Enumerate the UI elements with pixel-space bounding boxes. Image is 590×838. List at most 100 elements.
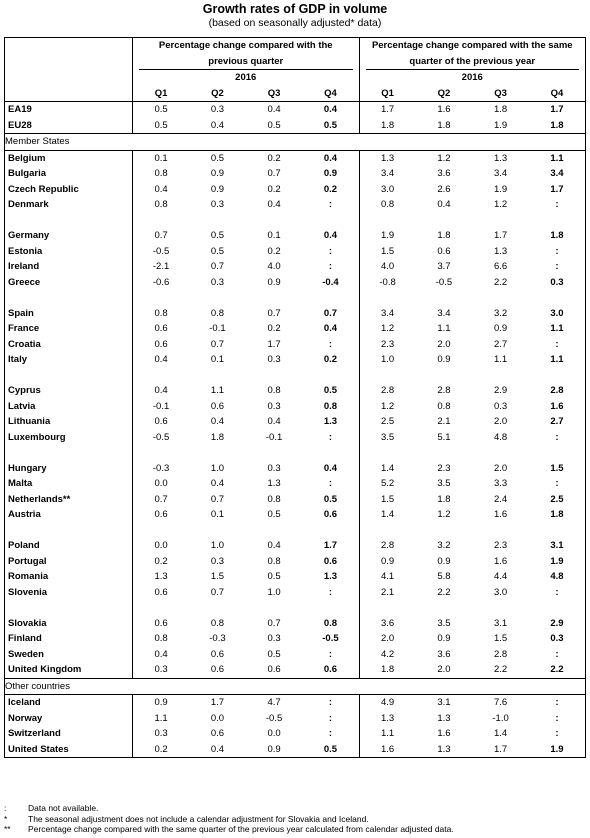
qoq-value-q2: 0.3 xyxy=(210,104,225,115)
yoy-value-q2: 1.6 xyxy=(437,104,451,115)
yoy-value-q1: 1.0 xyxy=(380,354,395,365)
qoq-value-q2: 0.6 xyxy=(210,664,225,675)
qoq-value-q2: 1.5 xyxy=(210,571,225,582)
country-name: Netherlands** xyxy=(4,491,133,507)
yoy-value-q2: 2.8 xyxy=(437,385,451,396)
qoq-value-q1: 0.8 xyxy=(154,307,168,319)
yoy-value-q4: 3.1 xyxy=(550,540,564,551)
qoq-value-q1: 0.3 xyxy=(154,728,168,739)
qoq-value-q2: -0.1 xyxy=(209,323,226,334)
yoy-value-q1: 1.5 xyxy=(380,245,395,257)
gdp-growth-table: Percentage change compared with the prev… xyxy=(4,37,586,758)
country-name: Estonia xyxy=(4,243,133,259)
qoq-value-q4: : xyxy=(302,584,360,600)
table-row: Portugal 0.2 0.3 0.8 0.6 0.9 0.9 1.6 1.9 xyxy=(4,553,586,569)
qoq-value-q1: 0.4 xyxy=(154,648,168,660)
country-name: Romania xyxy=(4,569,133,585)
qoq-value-q1: 0.0 xyxy=(154,540,168,551)
yoy-value-q3: 1.8 xyxy=(493,104,508,115)
qoq-value-q2: 1.0 xyxy=(210,540,225,551)
yoy-value-q2: 1.3 xyxy=(437,712,451,724)
country-name: Slovakia xyxy=(4,615,133,631)
yoy-value-q4: 0.3 xyxy=(550,276,564,288)
qoq-value-q4: 0.5 xyxy=(302,741,360,758)
qoq-value-q1: 1.1 xyxy=(154,712,168,724)
yoy-value-q3: 1.6 xyxy=(493,555,508,567)
yoy-value-q2: 0.9 xyxy=(437,354,451,365)
yoy-value-q2: 1.1 xyxy=(437,323,451,334)
yoy-value-q3: 2.2 xyxy=(493,276,508,288)
yoy-value-q1: 1.8 xyxy=(380,119,395,131)
yoy-value-q2: 0.6 xyxy=(437,245,451,257)
qoq-value-q2: 0.1 xyxy=(210,354,225,365)
qoq-value-q3: 1.0 xyxy=(267,586,281,598)
country-name: Czech Republic xyxy=(4,181,133,197)
qoq-value-q3: 0.3 xyxy=(267,354,281,365)
country-name: Austria xyxy=(4,507,133,523)
yoy-value-q1: 1.2 xyxy=(380,400,395,412)
yoy-value-q1: 2.1 xyxy=(380,586,395,598)
table-row: Slovakia 0.6 0.8 0.7 0.8 3.6 3.5 3.1 2.9 xyxy=(4,615,586,631)
qoq-value-q3: 0.9 xyxy=(267,276,281,288)
footnote: * The seasonal adjustment does not includ… xyxy=(4,814,590,825)
yoy-value-q2: 1.8 xyxy=(437,230,451,241)
country-name: Latvia xyxy=(4,398,133,414)
qoq-value-q4: : xyxy=(302,694,360,711)
yoy-value-q2: 3.5 xyxy=(437,617,451,629)
qoq-value-q4: 0.6 xyxy=(302,507,360,523)
yoy-value-q1: 2.0 xyxy=(380,633,395,644)
yoy-value-q3: -1.0 xyxy=(492,712,509,724)
qoq-value-q4: : xyxy=(302,646,360,662)
header-previous-quarter: Percentage change compared with the prev… xyxy=(132,37,360,70)
country-name: Italy xyxy=(4,352,133,368)
table-row: Latvia -0.1 0.6 0.3 0.8 1.2 0.8 0.3 1.6 xyxy=(4,398,586,414)
country-name: Luxembourg xyxy=(4,429,133,445)
table-row: Greece -0.6 0.3 0.9 -0.4 -0.8 -0.5 2.2 0.3 xyxy=(4,274,586,290)
footnote-text: The seasonal adjustment does not include… xyxy=(28,813,369,824)
yoy-value-q4: : xyxy=(555,431,559,443)
qoq-value-q4: : xyxy=(302,429,360,445)
header-previous-quarter-label: Percentage change compared with the prev… xyxy=(139,38,353,70)
qoq-value-q1: 0.6 xyxy=(154,338,168,350)
qoq-value-q4: 0.2 xyxy=(302,181,360,197)
qoq-value-q1: 0.8 xyxy=(154,199,168,210)
qoq-value-q1: 0.8 xyxy=(154,633,168,644)
header-q4-left: Q4 xyxy=(302,85,360,102)
qoq-value-q4: : xyxy=(302,726,360,742)
yoy-value-q2: 2.2 xyxy=(437,586,451,598)
yoy-value-q2: 3.6 xyxy=(437,648,451,660)
table-row: United Kingdom 0.3 0.6 0.6 0.6 1.8 2.0 2.2 2.2 xyxy=(4,662,586,678)
table-row: Poland 0.0 1.0 0.4 1.7 2.8 3.2 2.3 3.1 xyxy=(4,538,586,554)
qoq-value-q3: 0.8 xyxy=(267,493,281,505)
header-same-quarter-label: Percentage change compared with the same… xyxy=(365,38,579,70)
yoy-value-q4: 2.2 xyxy=(550,664,564,675)
yoy-value-q1: 3.4 xyxy=(380,168,395,179)
yoy-value-q2: 3.2 xyxy=(437,540,451,551)
footnote-mark: ** xyxy=(4,824,11,834)
yoy-value-q3: 1.5 xyxy=(493,633,508,644)
yoy-value-q3: 2.3 xyxy=(493,540,508,551)
qoq-value-q1: 0.4 xyxy=(154,183,168,195)
section-member-states-label: Member States xyxy=(4,133,586,151)
qoq-value-q1: -0.5 xyxy=(152,431,170,443)
qoq-value-q2: -0.3 xyxy=(209,633,226,644)
qoq-value-q3: 0.2 xyxy=(267,152,281,164)
footnote: ** Percentage change compared with the sa… xyxy=(4,824,590,835)
yoy-value-q3: 1.3 xyxy=(493,152,508,164)
yoy-value-q2: 1.6 xyxy=(437,728,451,739)
yoy-value-q4: : xyxy=(555,338,559,350)
table-row: Norway 1.1 0.0 -0.5: 1.3 1.3 -1.0: xyxy=(4,710,586,726)
table-row: Croatia 0.6 0.7 1.7: 2.3 2.0 2.7: xyxy=(4,336,586,352)
qoq-value-q4: : xyxy=(302,259,360,275)
table-row: United States 0.2 0.4 0.9 0.5 1.6 1.3 1.7 1.9 xyxy=(4,741,586,758)
yoy-value-q1: 0.8 xyxy=(380,199,395,210)
qoq-value-q4: 0.7 xyxy=(302,305,360,321)
yoy-value-q2: -0.5 xyxy=(435,276,453,288)
header-year-right: 2016 xyxy=(461,72,483,83)
table-row: Slovenia 0.6 0.7 1.0: 2.1 2.2 3.0: xyxy=(4,584,586,600)
qoq-value-q4: 0.4 xyxy=(302,321,360,337)
qoq-value-q2: 0.6 xyxy=(210,728,225,739)
yoy-value-q3: 3.3 xyxy=(493,478,508,489)
country-name: Portugal xyxy=(4,553,133,569)
qoq-value-q3: 0.4 xyxy=(267,416,281,427)
